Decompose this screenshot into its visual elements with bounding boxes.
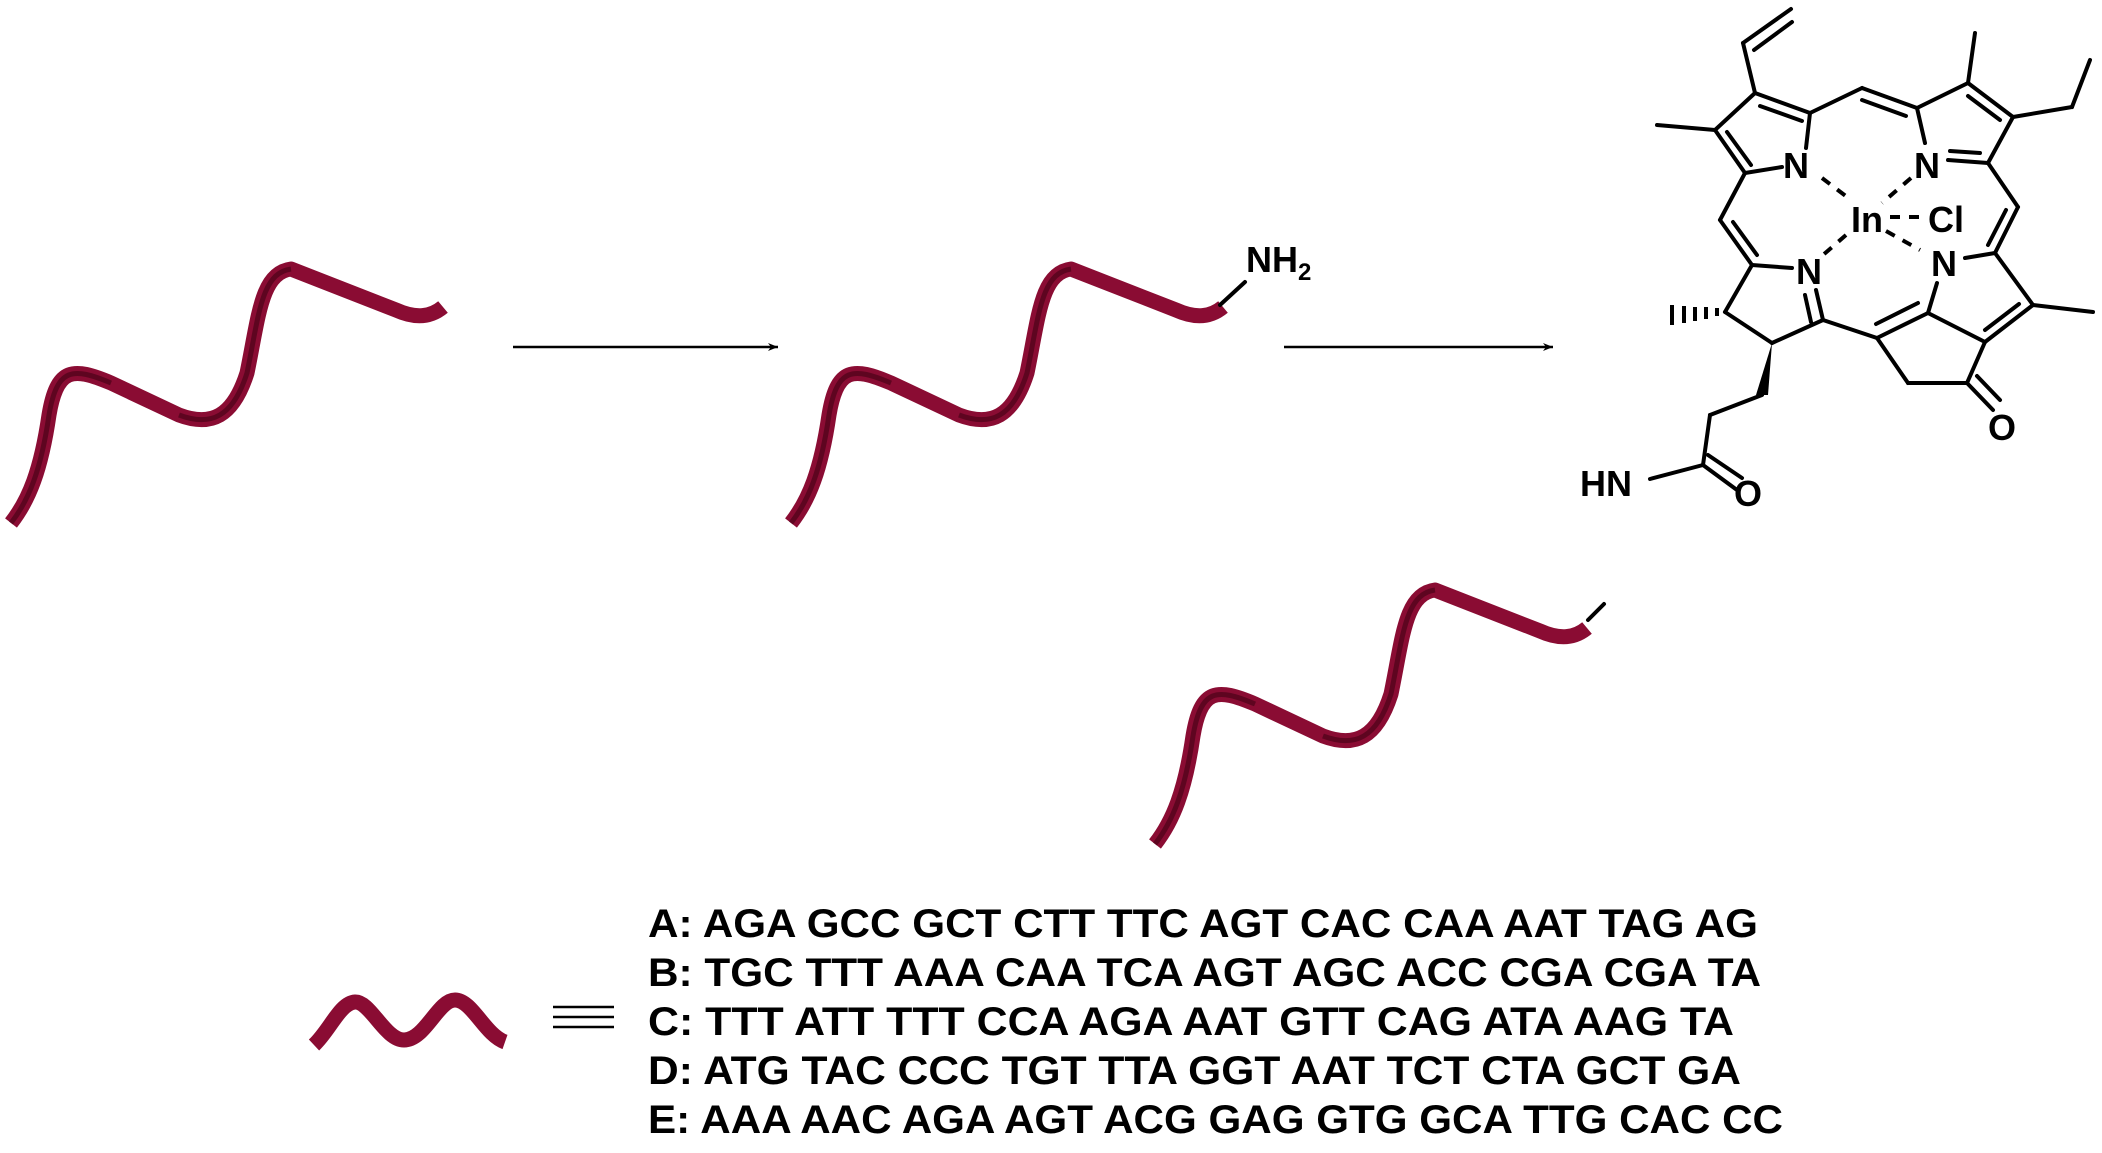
oligonucleotide-ribbon-start (11, 269, 443, 523)
equivalence-symbol (553, 1005, 614, 1029)
legend-ribbon (308, 992, 509, 1051)
porphyrin-conjugate: N N N N In Cl O O HN (1155, 7, 2095, 844)
ketone-oxygen-label: O (1988, 407, 2016, 448)
nitrogen-label: N (1931, 243, 1957, 284)
metal-label: In (1851, 199, 1883, 240)
sequence-d: D: ATG TAC CCC TGT TTA GGT AAT TCT CTA G… (648, 1049, 1741, 1093)
amide-oxygen-label: O (1734, 473, 1762, 514)
chloride-label: Cl (1928, 199, 1964, 240)
nitrogen-label: N (1914, 145, 1940, 186)
amine-oligonucleotide: NH2 (791, 239, 1311, 523)
sequence-list: A: AGA GCC GCT CTT TTC AGT CAC CAA AAT T… (648, 902, 1783, 1142)
nitrogen-label: N (1796, 251, 1822, 292)
sequence-a: A: AGA GCC GCT CTT TTC AGT CAC CAA AAT T… (648, 902, 1758, 946)
nitrogen-label: N (1783, 145, 1809, 186)
amide-nh-label: HN (1580, 463, 1632, 504)
sequence-b: B: TGC TTT AAA CAA TCA AGT AGC ACC CGA C… (648, 951, 1761, 995)
legend: A: AGA GCC GCT CTT TTC AGT CAC CAA AAT T… (308, 902, 1783, 1142)
amine-label: NH2 (1246, 239, 1311, 286)
sequence-e: E: AAA AAC AGA AGT ACG GAG GTG GCA TTG C… (648, 1098, 1783, 1142)
sequence-c: C: TTT ATT TTT CCA AGA AAT GTT CAG ATA A… (648, 1000, 1734, 1044)
